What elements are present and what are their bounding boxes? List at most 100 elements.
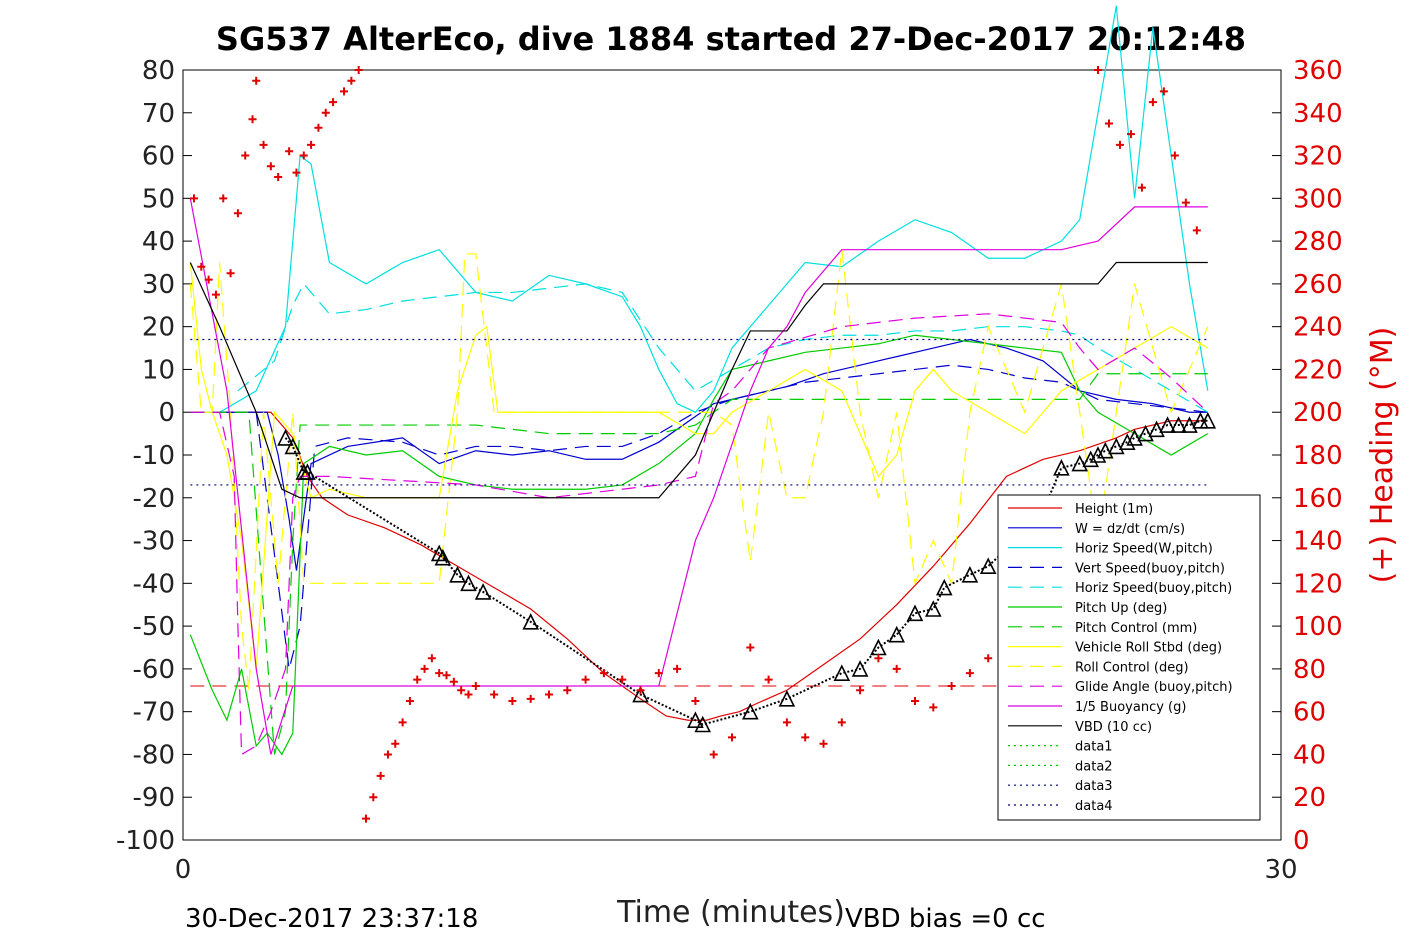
heading-point (362, 814, 370, 823)
legend-label: Horiz Speed(buoy,pitch) (1075, 581, 1232, 596)
y-right-tick-label: 280 (1293, 227, 1343, 257)
series-line-0 (190, 411, 1208, 721)
marker-point (449, 565, 466, 583)
marker-point (434, 548, 452, 566)
heading-point (226, 269, 235, 278)
y-tick-label: 70 (142, 99, 175, 129)
heading-point (259, 140, 268, 149)
heading-point (457, 686, 466, 695)
y-axis-left: 80 70 60 50 40 30 20 10 0 -10 -20 -30 -40 -50 -60 -70 -8… (116, 56, 192, 856)
y-right-tick-label: 80 (1293, 655, 1326, 685)
marker-point (1170, 416, 1187, 433)
marker-point (742, 702, 759, 720)
heading-point (581, 675, 590, 684)
legend-label: Height (1m) (1075, 502, 1153, 517)
heading-point (929, 703, 938, 712)
y-right-tick-label: 120 (1293, 569, 1343, 599)
heading-point (1104, 119, 1113, 128)
heading-point (219, 194, 228, 203)
heading-point (545, 690, 553, 699)
marker-point (888, 625, 905, 643)
heading-point (819, 739, 828, 748)
marker-point (1199, 411, 1217, 429)
y-right-tick-label: 200 (1293, 398, 1343, 428)
y-tick-label: 80 (142, 56, 175, 86)
heading-point (427, 654, 436, 663)
y-tick-label: -40 (133, 569, 175, 599)
marker-point (1126, 429, 1143, 446)
legend-label: data3 (1075, 779, 1113, 794)
y-right-tick-label: 220 (1293, 355, 1343, 385)
heading-point (1192, 226, 1201, 235)
legend-label: data1 (1075, 740, 1113, 755)
y-right-tick-label: 20 (1293, 783, 1326, 813)
heading-point (892, 664, 901, 673)
heading-point (801, 733, 810, 742)
marker-point (284, 437, 302, 455)
marker-point (1082, 450, 1099, 468)
y-tick-label: 10 (142, 355, 175, 385)
heading-point (413, 675, 422, 684)
y-tick-label: -50 (133, 612, 175, 642)
legend-label: Roll Control (deg) (1075, 660, 1189, 675)
heading-point (442, 671, 451, 680)
heading-point (508, 696, 517, 705)
marker-point (961, 565, 979, 583)
heading-points (189, 66, 1201, 823)
heading-point (435, 669, 444, 678)
heading-point (248, 115, 257, 124)
series-line-7 (189, 262, 1209, 669)
footer-timestamp: 30-Dec-2017 23:37:18 (185, 904, 478, 934)
marker-point (925, 600, 942, 617)
y-tick-label: 50 (142, 184, 175, 214)
series-line-9 (190, 313, 1209, 756)
legend-label: data2 (1075, 759, 1113, 774)
marker-point (299, 463, 316, 480)
heading-point (636, 686, 645, 695)
y-right-tick-label: 240 (1293, 313, 1343, 343)
x-tick-label: 0 (175, 855, 192, 885)
heading-point (490, 690, 499, 699)
legend-label: Vert Speed(buoy,pitch) (1075, 561, 1225, 576)
legend-items: Height (1m) W = dz/dt (cm/s) Horiz Speed(W… (1008, 502, 1233, 814)
heading-point (204, 275, 213, 284)
series-line-5 (189, 334, 1209, 756)
heading-point (369, 793, 378, 802)
legend-label: data4 (1075, 799, 1113, 814)
marker-point (979, 557, 997, 575)
heading-point (391, 739, 400, 748)
heading-point (405, 696, 414, 705)
heading-point (728, 733, 736, 742)
heading-point (347, 76, 356, 85)
marker-point (778, 690, 796, 707)
heading-point (354, 66, 363, 74)
y-right-tick-label: 300 (1293, 184, 1343, 214)
y-right-tick-label: 40 (1293, 740, 1326, 770)
heading-point (1126, 130, 1135, 139)
marker-point (694, 715, 712, 733)
heading-point (1148, 98, 1157, 107)
y-tick-label: -70 (133, 698, 175, 728)
marker-point (687, 711, 704, 729)
y-tick-label: 60 (142, 142, 175, 172)
marker-point (277, 429, 294, 446)
y-axis-right-label: (+) Heading (°M) (1365, 327, 1400, 584)
marker-point (1148, 420, 1165, 438)
heading-point (1170, 151, 1179, 160)
heading-point (464, 690, 473, 699)
heading-point (292, 168, 301, 177)
footer-vbd-bias: VBD bias =0 cc (845, 904, 1046, 934)
marker-point (906, 604, 924, 622)
marker-point (474, 583, 492, 600)
marker-point (1108, 437, 1125, 455)
legend-label: W = dz/dt (cm/s) (1075, 522, 1185, 537)
legend-label: Glide Angle (buoy,pitch) (1075, 680, 1233, 695)
legend-label: VBD (10 cc) (1075, 720, 1152, 735)
y-tick-label: 0 (158, 398, 175, 428)
heading-point (1137, 183, 1146, 192)
heading-point (252, 76, 261, 85)
heading-point (1094, 66, 1102, 74)
y-tick-label: -10 (133, 441, 175, 471)
y-tick-label: -30 (133, 527, 175, 557)
y-right-tick-label: 260 (1293, 270, 1343, 300)
